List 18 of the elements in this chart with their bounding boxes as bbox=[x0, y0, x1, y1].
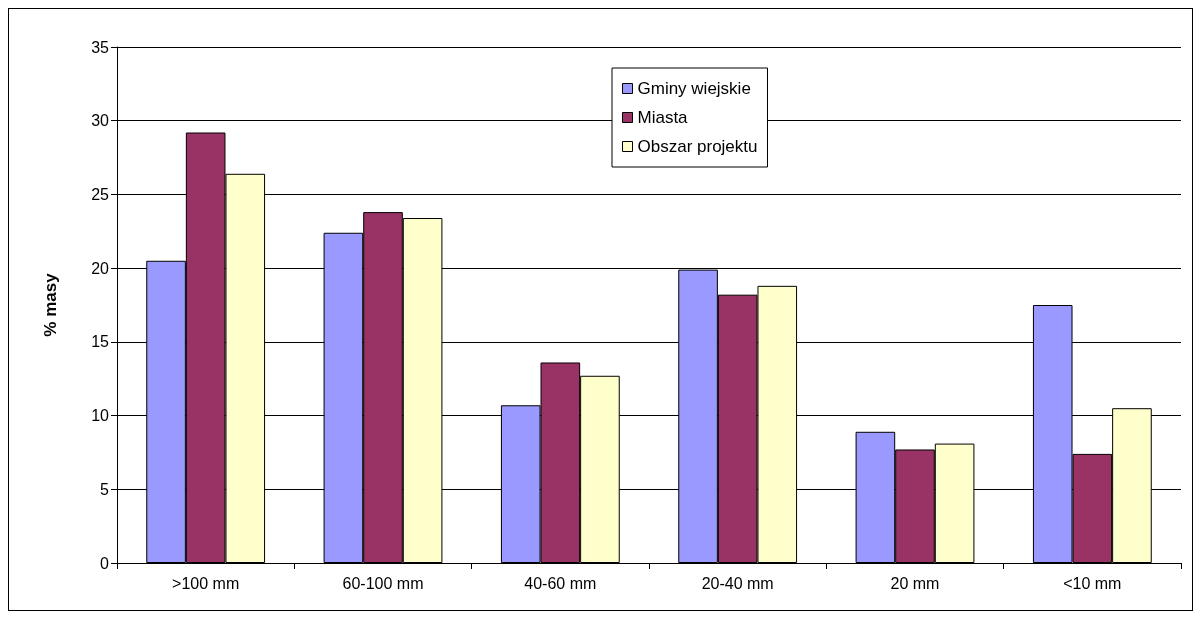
x-tick-label: 20 mm bbox=[890, 574, 940, 592]
x-tick-label: 40-60 mm bbox=[524, 574, 597, 592]
y-tick-label: 20 bbox=[91, 259, 110, 277]
x-tick-label: >100 mm bbox=[172, 574, 240, 592]
legend-label: Gminy wiejskie bbox=[637, 79, 751, 98]
x-tick-label: 60-100 mm bbox=[342, 574, 424, 592]
x-tick-label: <10 mm bbox=[1063, 574, 1122, 592]
y-axis-title: % masy bbox=[41, 272, 60, 337]
x-tick-label: 20-40 mm bbox=[701, 574, 774, 592]
legend-label: Miasta bbox=[637, 108, 689, 127]
y-tick-label: 10 bbox=[91, 407, 110, 425]
y-tick-label: 15 bbox=[91, 333, 110, 351]
y-tick-label: 35 bbox=[91, 38, 110, 56]
legend-label: Obszar projektu bbox=[637, 137, 758, 156]
y-tick-label: 0 bbox=[100, 554, 110, 572]
y-tick-label: 25 bbox=[91, 185, 110, 203]
y-tick-label: 5 bbox=[100, 480, 110, 498]
y-tick-label: 30 bbox=[91, 112, 110, 130]
